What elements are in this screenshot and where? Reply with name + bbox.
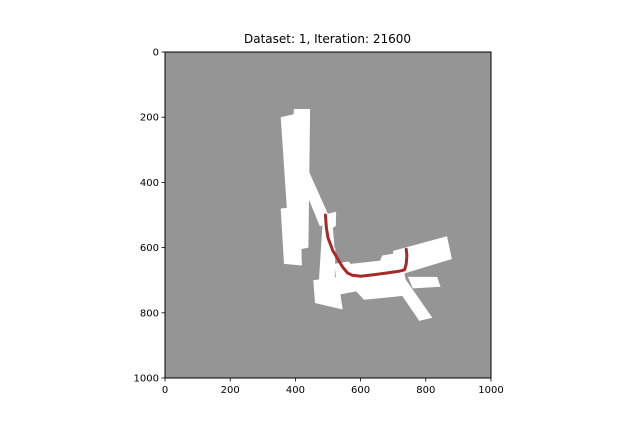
plot-area	[164, 51, 492, 379]
y-tick-label: 400	[140, 178, 159, 189]
x-tick-label: 600	[351, 385, 370, 396]
y-tick-label: 200	[140, 113, 159, 124]
y-tick-label: 600	[140, 243, 159, 254]
x-tick-label: 400	[286, 385, 305, 396]
x-tick-label: 1000	[478, 385, 503, 396]
x-tick-label: 800	[416, 385, 435, 396]
trajectory-line	[323, 213, 409, 278]
chart-title: Dataset: 1, Iteration: 21600	[244, 32, 411, 46]
free-region-beam-right	[393, 236, 452, 277]
x-tick-label: 0	[162, 385, 168, 396]
free-regions	[280, 109, 452, 321]
x-axis: 0 200 400 600 800 1000	[162, 378, 504, 396]
y-tick-label: 800	[140, 308, 159, 319]
y-tick-label: 1000	[134, 374, 159, 385]
enclosed-unknown-area	[332, 216, 390, 264]
y-tick-label: 0	[153, 48, 159, 59]
free-region-room-center	[280, 206, 302, 266]
free-region-corridor-left	[318, 211, 337, 297]
trajectory-layer	[323, 213, 409, 278]
y-axis: 0 200 400 600 800 1000	[134, 48, 165, 385]
x-tick-label: 200	[221, 385, 240, 396]
plot-frame	[164, 51, 492, 379]
free-region-wedge-right-lower	[407, 276, 441, 289]
free-region-patch-lower-left	[313, 276, 343, 310]
